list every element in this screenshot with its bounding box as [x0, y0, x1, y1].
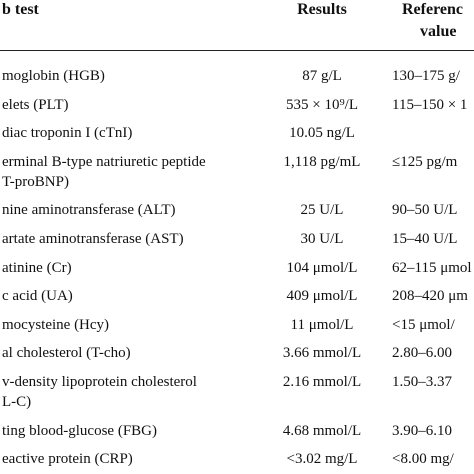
- test-name: elets (PLT): [2, 96, 69, 113]
- header-reference: value: [420, 23, 457, 40]
- reference: 130–175 g/: [392, 68, 460, 84]
- result: 3.66 mmol/L: [282, 345, 362, 362]
- reference: 208–420 μm: [392, 288, 468, 305]
- reference: 62–115 μmol: [392, 259, 472, 276]
- result: 11 μmol/L: [290, 316, 354, 333]
- test-name: eactive protein (CRP): [2, 451, 133, 468]
- header-test: b test: [2, 1, 39, 18]
- test-name: atinine (Cr): [2, 259, 72, 276]
- result: 87 g/L: [302, 68, 342, 84]
- test-name: artate aminotransferase (AST): [2, 231, 184, 247]
- header-reference: Referenc: [402, 1, 463, 18]
- result: 4.68 mmol/L: [282, 422, 362, 439]
- test-name: v-density lipoprotein cholesterol: [2, 374, 197, 390]
- test-name: diac troponin I (cTnI): [2, 125, 133, 142]
- test-name: erminal B-type natriuretic peptide: [2, 153, 206, 170]
- test-name: c acid (UA): [2, 288, 73, 305]
- test-name: T-proBNP): [2, 173, 69, 190]
- test-name: L-C): [2, 394, 32, 410]
- reference: 90–50 U/L: [392, 202, 458, 219]
- result: 2.16 mmol/L: [282, 374, 362, 390]
- test-name: ting blood-glucose (FBG): [2, 422, 157, 439]
- result: 535 × 10⁹/L: [285, 96, 359, 113]
- result: 10.05 ng/L: [289, 125, 355, 142]
- result: 25 U/L: [300, 202, 344, 219]
- result: 1,118 pg/mL: [283, 153, 361, 170]
- test-name: moglobin (HGB): [2, 68, 105, 84]
- header-rule: [0, 50, 474, 51]
- header-results: Results: [297, 1, 347, 18]
- result: <3.02 mg/L: [286, 451, 358, 468]
- result: 30 U/L: [300, 231, 344, 247]
- test-name: al cholesterol (T-cho): [2, 345, 131, 362]
- reference: 15–40 U/L: [392, 231, 458, 247]
- reference: ≤125 pg/m: [392, 153, 458, 170]
- test-name: mocysteine (Hcy): [2, 316, 110, 333]
- result: 104 μmol/L: [286, 259, 358, 276]
- reference: 1.50–3.37: [392, 374, 452, 390]
- reference: 2.80–6.00: [392, 345, 452, 362]
- reference: <8.00 mg/: [392, 451, 454, 468]
- result: 409 μmol/L: [286, 288, 358, 305]
- test-name: nine aminotransferase (ALT): [2, 202, 176, 219]
- reference: <15 μmol/: [392, 316, 455, 333]
- reference: 3.90–6.10: [392, 422, 452, 439]
- reference: 115–150 × 1: [392, 96, 468, 113]
